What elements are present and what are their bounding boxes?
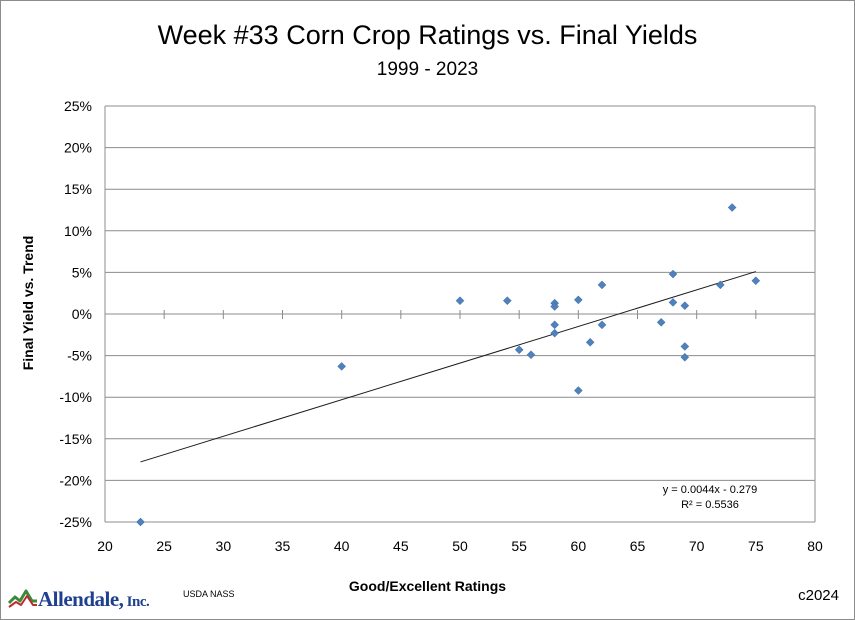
data-point [668, 269, 678, 279]
data-point [668, 297, 678, 307]
data-point [597, 320, 607, 330]
y-tick-label: -15% [59, 431, 92, 447]
data-point [550, 320, 560, 330]
y-tick-label: 25% [64, 98, 92, 114]
y-tick-label: 5% [72, 264, 92, 280]
y-tick-label: 0% [72, 306, 92, 322]
y-tick-label: 20% [64, 140, 92, 156]
y-tick-label: 15% [64, 181, 92, 197]
x-tick-label: 60 [571, 538, 587, 554]
x-tick-label: 45 [393, 538, 409, 554]
data-point [727, 203, 737, 212]
x-axis-label: Good/Excellent Ratings [348, 578, 507, 594]
chart-title: Week #33 Corn Crop Ratings vs. Final Yie… [157, 20, 698, 50]
x-tick-label: 80 [807, 538, 823, 554]
data-point [136, 517, 145, 527]
data-point [585, 337, 595, 347]
data-point [550, 302, 560, 311]
x-tick-label: 65 [630, 538, 646, 554]
data-point [455, 296, 465, 306]
x-tick-label: 50 [452, 538, 468, 554]
trendline-equation: y = 0.0044x - 0.279 R² = 0.5536 [640, 483, 780, 513]
axes [104, 106, 816, 522]
data-point [526, 350, 536, 360]
chart-subtitle: 1999 - 2023 [376, 59, 479, 80]
data-point [680, 342, 690, 351]
y-tick-label: -20% [59, 472, 92, 488]
data-point [573, 295, 583, 305]
y-tick-label: -25% [59, 514, 92, 530]
data-points [136, 203, 761, 527]
x-tick-label: 25 [156, 538, 172, 554]
logo-suffix: Inc. [123, 594, 150, 610]
data-point [573, 386, 583, 395]
y-tick-label: -5% [67, 348, 92, 364]
data-point [550, 328, 560, 338]
data-point [597, 280, 607, 290]
y-axis-label: Final Yield vs. Trend [20, 235, 36, 371]
x-tick-label: 30 [216, 538, 232, 554]
source-note: USDA NASS [183, 589, 235, 599]
data-point [715, 280, 725, 290]
x-tick-label: 20 [97, 538, 113, 554]
y-tick-label: 10% [64, 223, 92, 239]
copyright-note: c2024 [798, 587, 839, 604]
trendline-r-squared: R² = 0.5536 [681, 499, 739, 511]
data-point [502, 296, 512, 306]
data-point [514, 345, 524, 355]
logo-mark-icon [8, 589, 37, 608]
x-tick-label: 55 [511, 538, 527, 554]
x-tick-label: 75 [748, 538, 764, 554]
data-point [337, 362, 347, 371]
logo-text: Allendale, Inc. [38, 587, 150, 612]
trendline [140, 271, 756, 463]
data-point [656, 317, 666, 327]
data-point [751, 276, 761, 286]
x-tick-label: 70 [689, 538, 705, 554]
logo-name: Allendale, [38, 587, 124, 611]
tick-labels: 25% 20% 15% 10% 5% 0% -5% -10% -15% -20% -25% 20 25 3… [59, 98, 823, 554]
x-tick-label: 40 [334, 538, 350, 554]
data-point [680, 301, 690, 311]
y-tick-label: -10% [59, 389, 92, 405]
trendline-line [140, 271, 756, 463]
x-tick-label: 35 [275, 538, 291, 554]
data-point [680, 352, 690, 362]
trendline-formula: y = 0.0044x - 0.279 [662, 484, 758, 496]
